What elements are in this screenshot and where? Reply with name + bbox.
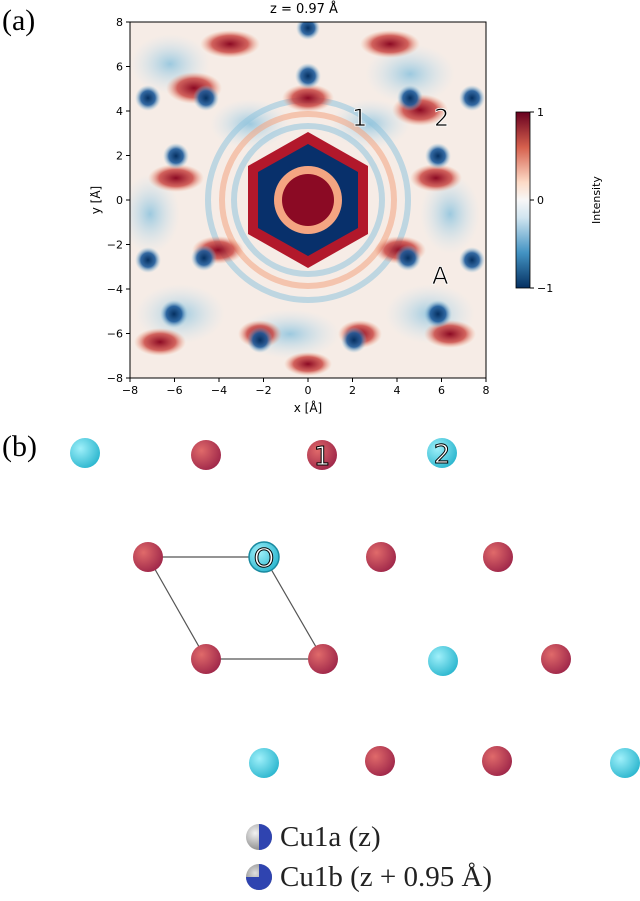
y-tick-label: 2 <box>116 150 123 163</box>
cu-red-atom <box>308 644 338 674</box>
legend-label: Cu1a (z) <box>280 820 381 853</box>
annotation-2: 2 <box>434 104 449 132</box>
site-label-O: O <box>254 544 274 574</box>
cu-red-atom <box>133 542 163 572</box>
cu-cyan-atom <box>427 438 457 468</box>
map-title: z = 0.97 Å <box>270 2 338 17</box>
x-tick-label: 8 <box>483 384 490 397</box>
legend-label: Cu1b (z + 0.95 Å) <box>280 860 493 893</box>
legend-item: Cu1b (z + 0.95 Å) <box>244 858 492 896</box>
cu-red-atom <box>307 440 337 470</box>
lattice-diagram: 1 2 O <box>70 438 640 778</box>
x-axis-label: x [Å] <box>294 400 323 415</box>
cu-cyan-atom <box>610 748 640 778</box>
x-tick-label: 4 <box>394 384 401 397</box>
y-tick-label: −6 <box>107 328 123 341</box>
cu-cyan-atom <box>428 646 458 676</box>
y-axis-label: y [Å] <box>90 186 103 215</box>
x-tick-label: −8 <box>122 384 138 397</box>
site-label-1: 1 <box>314 442 331 472</box>
panel-a-label: (a) <box>2 4 36 37</box>
cu-red-atom <box>366 542 396 572</box>
y-tick-label: −4 <box>107 283 123 296</box>
site-label-2: 2 <box>434 440 451 470</box>
colorbar: 1 0 −1 Intensity <box>515 108 603 294</box>
heatmap-image <box>130 22 486 378</box>
legend-item: Cu1a (z) <box>244 818 492 856</box>
panel-b-label: (b) <box>2 430 37 463</box>
half-gray-blue-sphere-icon <box>246 824 272 850</box>
y-tick-label: 4 <box>116 105 123 118</box>
cu-red-atom <box>541 644 571 674</box>
x-tick-label: −4 <box>211 384 227 397</box>
x-ticks: −8 −6 −4 −2 0 2 4 6 8 <box>122 378 490 397</box>
x-tick-label: −2 <box>255 384 271 397</box>
half-blue-sphere-icon <box>246 864 272 890</box>
y-tick-label: 6 <box>116 61 123 74</box>
atoms <box>70 438 640 778</box>
x-tick-label: 0 <box>305 384 312 397</box>
cu-red-atom <box>191 440 221 470</box>
cu-cyan-atom <box>248 541 280 573</box>
colorbar-tick-label: −1 <box>537 282 553 294</box>
colorbar-label: Intensity <box>590 176 603 224</box>
cu-red-atom <box>483 542 513 572</box>
x-tick-label: 6 <box>438 384 445 397</box>
cu-red-atom <box>365 746 395 776</box>
heatmap-plot: 1 2 A −8 −6 −4 −2 0 2 4 6 8 8 6 4 2 0 −2… <box>90 16 490 415</box>
legend: Cu1a (z) Cu1b (z + 0.95 Å) <box>244 818 492 896</box>
cu-cyan-atom <box>70 438 100 468</box>
y-tick-label: −2 <box>107 239 123 252</box>
x-tick-label: −6 <box>166 384 182 397</box>
colorbar-tick-label: 0 <box>537 194 544 207</box>
annotation-1: 1 <box>352 104 367 132</box>
unit-cell <box>146 556 325 660</box>
cu-red-atom <box>191 644 221 674</box>
y-tick-label: 0 <box>116 194 123 207</box>
cu-cyan-atom <box>249 748 279 778</box>
y-tick-label: 8 <box>116 16 123 29</box>
colorbar-tick-label: 1 <box>537 108 544 119</box>
cu-red-atom <box>482 746 512 776</box>
y-ticks: 8 6 4 2 0 −2 −4 −6 −8 <box>107 16 130 385</box>
x-tick-label: 2 <box>349 384 356 397</box>
y-tick-label: −8 <box>107 372 123 385</box>
annotation-A: A <box>432 262 449 290</box>
